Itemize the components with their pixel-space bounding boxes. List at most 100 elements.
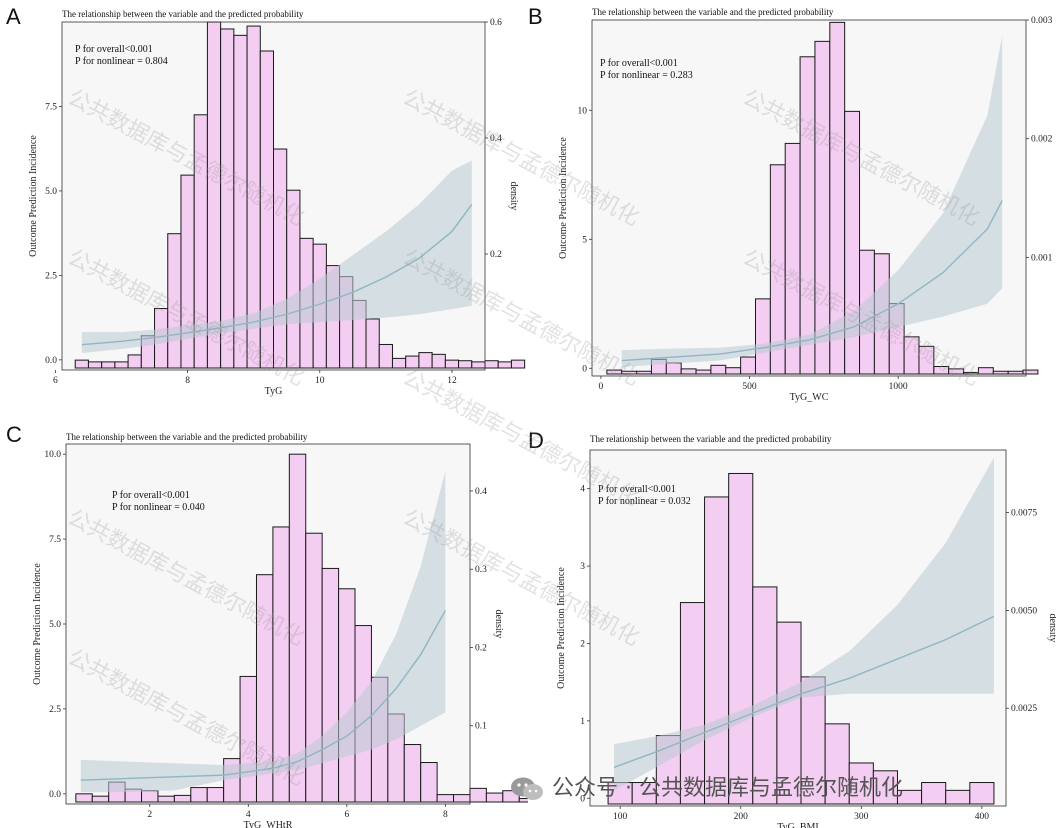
y2-tick-label: 0.0025	[1011, 704, 1037, 714]
chart-d: The relationship between the variable an…	[556, 434, 1056, 828]
histogram	[607, 472, 995, 805]
x-tick-label: 6	[53, 376, 58, 386]
histogram-bar	[157, 795, 175, 803]
x-axis-label: TyG_WHtR	[244, 820, 293, 828]
panel-letter-a: A	[6, 4, 21, 29]
y-tick-label: 1	[580, 717, 585, 727]
histogram-bar	[403, 744, 422, 803]
histogram-bar	[963, 371, 979, 375]
y-tick-label: 0.0	[45, 356, 57, 366]
x-tick-label: 8	[443, 810, 448, 820]
histogram-bar	[453, 794, 471, 803]
plot-frame	[61, 21, 486, 371]
histogram-bar	[391, 357, 407, 369]
y2-tick-label: 0.4	[475, 487, 487, 497]
histogram-bar	[680, 368, 697, 375]
histogram-bar	[872, 770, 898, 805]
x-tick-label: 500	[742, 382, 757, 392]
histogram-bar	[206, 787, 225, 803]
x-tick-label: 4	[246, 810, 251, 820]
histogram-bar	[469, 787, 487, 803]
x-tick-label: 2	[147, 810, 152, 820]
chart-title: The relationship between the variable an…	[590, 434, 832, 444]
histogram-bar	[497, 361, 512, 369]
histogram-bar	[206, 21, 222, 369]
histogram-bar	[458, 360, 473, 369]
x-tick-label: 12	[447, 376, 457, 386]
y2-tick-label: 0.6	[490, 18, 502, 28]
footer: 公众号 · 公共数据库与孟德尔随机化	[510, 770, 903, 802]
x-tick-label: 200	[734, 812, 749, 822]
histogram-bar	[903, 336, 920, 375]
panel-letter-d: D	[528, 428, 544, 453]
y-tick-label: 2.5	[49, 705, 61, 715]
y2-tick-label: 0.3	[475, 565, 487, 575]
x-tick-label: 300	[854, 812, 869, 822]
panel-letter-c: C	[6, 422, 22, 447]
histogram-bar	[704, 496, 730, 805]
histogram-bar	[190, 787, 208, 803]
histogram-bar	[754, 298, 771, 375]
y-tick-label: 7.5	[49, 535, 61, 545]
p-value-annotation: P for overall<0.001	[600, 58, 678, 69]
histogram-bar	[679, 602, 706, 805]
x-axis-label: TyG_BMI	[777, 822, 819, 828]
histogram-bar	[799, 56, 816, 375]
histogram-bar	[444, 359, 460, 369]
panel-b: B The relationship between the variable …	[528, 0, 1056, 414]
histogram	[606, 21, 1039, 375]
y-axis-label: Outcome Prediction Incidence	[558, 137, 569, 259]
histogram-bar	[814, 40, 831, 375]
x-tick-label: 100	[613, 812, 628, 822]
histogram-bar	[321, 567, 340, 803]
histogram-bar	[141, 790, 159, 803]
histogram-bar	[91, 795, 110, 803]
confidence-band	[614, 457, 994, 791]
panel-d: D The relationship between the variable …	[528, 414, 1056, 828]
histogram-bar	[969, 782, 995, 805]
histogram-bar	[101, 361, 116, 369]
y2-tick-label: 0.0075	[1011, 509, 1037, 519]
p-value-annotation: P for overall<0.001	[598, 484, 676, 495]
histogram-bar	[728, 472, 754, 805]
p-value-annotation: P for nonlinear = 0.032	[598, 496, 691, 507]
x-tick-label: 0	[599, 382, 604, 392]
histogram-bar	[127, 354, 142, 369]
histogram-bar	[273, 148, 288, 369]
confidence-band	[81, 160, 472, 354]
y-axis-label: Outcome Prediction Incidence	[28, 135, 39, 257]
histogram-bar	[510, 359, 526, 369]
y2-tick-label: 0.1	[475, 722, 487, 732]
panel-c: C The relationship between the variable …	[0, 414, 528, 828]
p-value-annotation: P for nonlinear = 0.804	[75, 56, 168, 67]
wechat-icon	[510, 776, 544, 802]
plot-frame	[589, 449, 1007, 807]
histogram-bar	[933, 366, 950, 375]
histogram-bar	[606, 369, 623, 375]
histogram-bar	[365, 318, 380, 369]
y-tick-label: 0.0	[49, 790, 61, 800]
histogram-bar	[418, 352, 433, 369]
chart-title: The relationship between the variable an…	[62, 9, 304, 19]
y-tick-label: 0	[580, 794, 585, 804]
y-tick-label: 4	[580, 485, 585, 495]
y-tick-label: 7.5	[45, 102, 57, 112]
p-value-annotation: P for overall<0.001	[75, 44, 153, 55]
y-tick-label: 2.5	[45, 271, 57, 281]
histogram-bar	[485, 792, 504, 803]
histogram-bar	[695, 369, 712, 375]
y-tick-label: 10.0	[44, 450, 61, 460]
histogram-bar	[1007, 370, 1024, 375]
histogram-bar	[502, 790, 520, 803]
x-axis-label: TyG_WC	[790, 392, 829, 403]
histogram-bar	[992, 370, 1009, 375]
chart-title: The relationship between the variable an…	[592, 7, 834, 17]
histogram-bar	[948, 368, 965, 375]
histogram-bar	[87, 361, 103, 369]
confidence-band	[621, 35, 1003, 367]
chart-title: The relationship between the variable an…	[66, 432, 308, 442]
y-axis-label: Outcome Prediction Incidence	[32, 563, 43, 685]
histogram-bar	[114, 361, 129, 369]
histogram-bar	[844, 110, 861, 375]
histogram-bar	[74, 359, 89, 369]
